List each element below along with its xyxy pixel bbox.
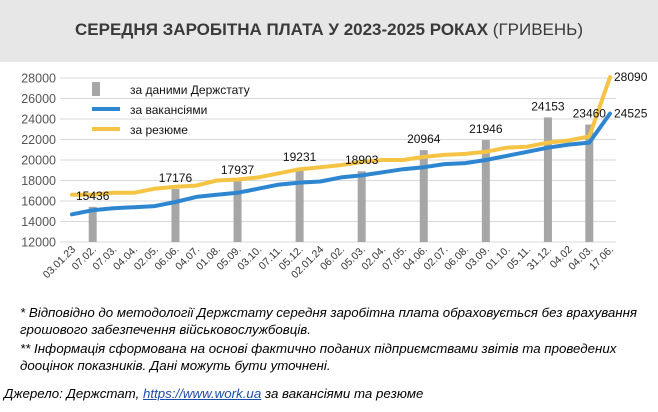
salary-chart: 12000 14000 16000 18000 20000 22000 24000 26000…: [21, 70, 648, 281]
bar: [295, 167, 304, 242]
y-tick-label: 14000: [21, 215, 56, 229]
y-axis: 12000 14000 16000 18000 20000 22000 24000 26000…: [21, 72, 56, 250]
y-tick-label: 20000: [21, 154, 56, 168]
legend-label-resume: за резюме: [130, 123, 188, 137]
source-link[interactable]: https://www.work.ua: [142, 386, 262, 401]
bar: [357, 171, 366, 242]
y-tick-label: 26000: [21, 92, 56, 106]
line-series: 28090 24525: [70, 70, 648, 217]
legend-label-bars: за даними Держстату: [130, 83, 250, 97]
series-end-label: 28090: [614, 70, 648, 84]
bar-value-label: 21946: [469, 122, 503, 136]
source-prefix: Джерело: Держстат,: [4, 386, 143, 401]
y-tick-label: 22000: [21, 133, 56, 147]
source-line: Джерело: Держстат, https://www.work.ua з…: [4, 386, 423, 401]
x-axis: 03.01.2307.02.07.03.04.04.02.05.06.06.04…: [41, 244, 616, 281]
bar-labels: 15436 17176 17937 19231 18903 20964 21946 24153…: [76, 99, 606, 202]
bar-value-label: 17176: [159, 171, 193, 185]
bar-value-label: 23460: [573, 107, 607, 121]
bar: [171, 188, 180, 242]
legend-label-vacancies: за вакансіями: [130, 103, 207, 117]
y-tick-label: 28000: [21, 72, 56, 86]
bar-value-label: 15436: [76, 189, 110, 203]
bar: [543, 117, 552, 242]
x-tick-label: 31.12.: [525, 244, 554, 273]
series-end-label: 24525: [614, 107, 648, 121]
footnote-1: * Відповідно до методології Держстату се…: [20, 305, 638, 337]
y-tick-label: 12000: [21, 236, 56, 250]
chart-title: СЕРЕДНЯ ЗАРОБІТНА ПЛАТА У 2023-2025 РОКА…: [0, 20, 658, 40]
bar: [88, 206, 97, 242]
grid-lines: [60, 77, 616, 243]
y-tick-label: 18000: [21, 174, 56, 188]
chart-title-unit: (ГРИВЕНЬ): [492, 20, 583, 39]
series-line-0: [70, 111, 612, 217]
bar-value-label: 24153: [531, 99, 565, 113]
bar: [585, 124, 594, 242]
legend: за даними Держстату за вакансіями за резюм…: [92, 82, 250, 137]
y-tick-label: 24000: [21, 113, 56, 127]
y-tick-label: 16000: [21, 195, 56, 209]
footnote-2: ** Інформація сформована на основі факти…: [20, 341, 617, 373]
title-band: [0, 0, 658, 62]
source-suffix: за вакансіями та резюме: [261, 386, 424, 401]
bar-value-label: 19231: [283, 150, 317, 164]
series-line-1: [70, 75, 612, 197]
bar: [419, 150, 428, 242]
bars-series: [88, 117, 594, 242]
bar-value-label: 18903: [345, 153, 379, 167]
footnotes: * Відповідно до методології Держстату се…: [20, 304, 658, 376]
x-tick-label: 17.06.: [587, 244, 616, 273]
bar-value-label: 20964: [407, 132, 441, 146]
chart-title-main: СЕРЕДНЯ ЗАРОБІТНА ПЛАТА У 2023-2025 РОКА…: [75, 20, 489, 39]
bar: [233, 181, 242, 242]
bar: [481, 140, 490, 242]
bar-value-label: 17937: [221, 163, 255, 177]
legend-swatch-bars: [92, 82, 100, 96]
